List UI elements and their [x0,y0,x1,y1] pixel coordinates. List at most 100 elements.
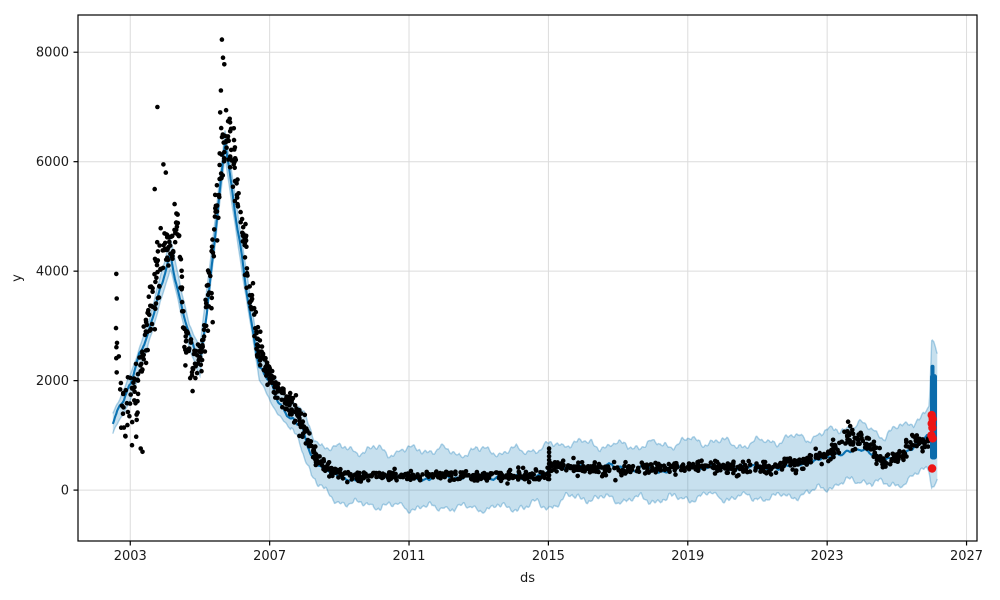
observation-point [170,248,176,254]
observation-point [212,214,218,219]
observation-point [453,471,458,477]
observation-point [257,362,263,368]
outlier-point [113,325,119,331]
observation-point [908,446,913,451]
observation-point [613,477,618,483]
observation-point [210,237,215,242]
observation-point [796,458,801,463]
observation-point [626,464,632,469]
observation-point [832,450,837,456]
observation-point [199,345,205,351]
observation-point [571,455,576,461]
observation-point [228,156,233,161]
observation-point [190,388,195,394]
observation-point [642,471,648,476]
observation-point [380,471,386,477]
observation-point [225,137,231,143]
observation-point [297,433,302,439]
outlier-point [114,340,120,346]
observation-point [607,467,612,472]
observation-point [912,435,918,440]
outlier-point [847,423,853,429]
observation-point [135,378,141,383]
observation-point [793,468,799,473]
observation-point [386,477,392,483]
observation-point [817,450,822,456]
outlier-point [546,453,552,459]
observation-point [345,479,350,485]
observation-point [900,455,906,461]
observation-point [914,443,919,449]
observation-point [146,307,151,313]
observation-point [311,448,317,453]
observation-point [235,177,240,182]
observation-point [153,301,159,306]
observation-point [340,476,346,481]
observation-point [357,477,363,482]
observation-point [746,458,751,464]
observation-point [326,460,332,465]
observation-point [505,481,510,486]
observation-point [778,460,783,466]
observation-point [600,471,606,477]
observation-point [123,433,128,439]
observation-point [524,474,529,480]
observation-point [152,327,158,332]
observation-point [124,400,130,406]
observation-point [117,387,123,392]
observation-point [201,327,207,333]
observation-point [305,437,311,443]
observation-point [209,244,215,250]
observation-point [172,201,177,207]
outlier-point [114,370,119,375]
observation-point [653,470,658,475]
observation-point [313,444,318,449]
observation-point [386,471,392,477]
outlier-point [546,457,552,463]
observation-point [243,221,248,227]
observation-point [736,472,741,478]
observation-point [554,469,559,474]
observation-point [854,435,860,441]
observation-point [504,473,510,479]
observation-point [803,456,808,462]
observation-point [825,449,831,455]
observation-point [149,303,154,309]
observation-point [790,467,795,472]
observation-point [217,162,222,168]
outlier-point [140,449,145,455]
observation-point [478,473,484,479]
outlier-point [546,476,552,482]
observation-point [701,466,707,472]
observation-point [868,442,874,447]
observation-point [917,440,922,446]
observation-point [222,149,227,155]
observation-point [241,232,246,237]
observation-point [183,334,188,339]
observation-point [185,329,190,335]
observation-point [285,401,290,407]
observation-point [590,468,595,474]
observation-point [904,439,909,445]
observation-point [323,467,328,473]
observation-point [408,468,414,474]
observation-point [210,250,216,255]
observation-point [909,442,915,448]
observation-point [298,420,303,426]
observation-point [568,465,573,471]
observation-point [437,470,443,476]
observation-point [356,473,362,479]
observation-point [234,195,240,200]
observation-point [153,258,159,264]
observation-point [279,397,285,403]
observation-point [725,470,731,476]
observation-point [227,129,233,134]
observation-point [209,305,214,311]
observation-point [227,116,232,122]
observation-point [643,463,648,469]
observation-point [293,418,298,424]
observation-point [276,389,281,394]
observation-point [400,474,406,480]
observation-point [784,456,790,462]
